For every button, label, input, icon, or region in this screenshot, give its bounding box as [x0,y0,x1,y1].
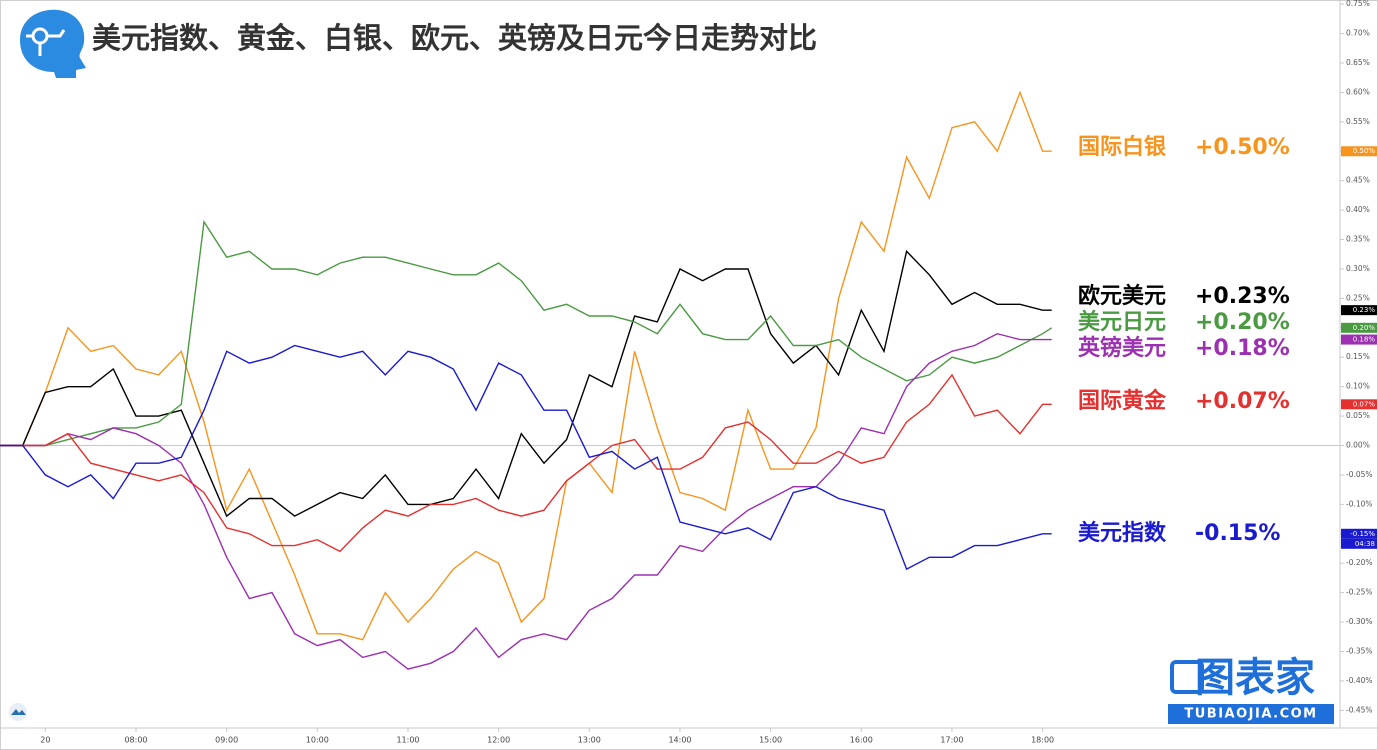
x-tick-label: 20 [40,736,50,745]
y-tick-label: -0.45% [1346,705,1373,714]
y-tick-label: 0.10% [1346,382,1370,391]
axis-badge: 0.23% [1353,306,1376,314]
end-label: -0.15% [1195,521,1280,546]
y-tick-label: 0.75% [1346,0,1370,8]
y-tick-label: 0.70% [1346,29,1370,38]
countdown: 04:38 [1355,540,1375,548]
axis-badge-bg [1341,322,1377,333]
y-tick-label: -0.10% [1346,499,1373,508]
axis-badge-bg [1341,305,1377,316]
watermark-bar [1168,704,1334,724]
axis-badge: -0.15% [1350,530,1375,538]
x-tick-label: 11:00 [396,736,419,745]
y-tick-label: 0.45% [1346,176,1370,185]
legend-name: 国际白银 [1078,134,1167,160]
legend-name: 国际黄金 [1078,388,1167,414]
logo-lines [26,29,66,56]
axis-badge-bg [1341,399,1377,410]
axis-badge-bg [1341,334,1377,345]
x-tick-label: 16:00 [850,736,873,745]
watermark-brand: 图表家 [1195,655,1315,701]
y-tick-label: 0.60% [1346,87,1370,96]
end-label: +0.07% [1195,389,1290,414]
y-tick-label: 0.00% [1346,441,1370,450]
lines-layer [0,90,1053,670]
x-tick-label: 12:00 [487,736,510,745]
y-tick-label: -0.40% [1346,676,1373,685]
logo-head [20,9,86,78]
x-tick-label: 18:00 [1031,736,1054,745]
end-label: +0.18% [1195,336,1290,361]
end-label: +0.23% [1195,284,1290,309]
axis-badge: 0.18% [1353,336,1376,344]
y-tick-label: -0.35% [1346,646,1373,655]
countdown-bg [1341,538,1377,549]
legend-name: 美元指数 [1078,520,1167,546]
y-tick-label: 0.40% [1346,205,1370,214]
y-tick-label: -0.25% [1346,588,1373,597]
axis-badge-bg [1341,528,1377,539]
tv-logo-mark [11,709,26,715]
axis-badge: 0.20% [1353,324,1376,332]
x-tick-label: 09:00 [215,736,238,745]
y-tick-label: 0.15% [1346,352,1370,361]
series-line [0,373,1052,553]
y-tick-label: -0.20% [1346,558,1373,567]
y-tick-label: 0.25% [1346,293,1370,302]
x-tick-label: 08:00 [124,736,147,745]
x-tick-label: 13:00 [578,736,601,745]
y-tick-label: -0.30% [1346,617,1373,626]
series-line [0,90,1052,641]
series-line [0,344,1052,571]
chart-title: 美元指数、黄金、白银、欧元、英镑及日元今日走势对比 [92,21,817,55]
x-tick-label: 14:00 [668,736,691,745]
legend-name: 英镑美元 [1078,335,1166,361]
x-tick-label: 10:00 [306,736,329,745]
legend-name: 美元日元 [1078,309,1166,335]
legend-name: 欧元美元 [1078,283,1166,309]
series-line [0,249,1052,518]
watermark: 图表家 TUBIAOJIA.COM [1168,655,1334,724]
x-tick-label: 15:00 [759,736,782,745]
logo [14,8,86,78]
y-tick-label: -0.05% [1346,470,1373,479]
axis-badge: 0.50% [1353,147,1376,155]
y-tick-label: 0.65% [1346,58,1370,67]
x-tick-label: 17:00 [940,736,963,745]
y-tick-label: 0.30% [1346,264,1370,273]
y-tick-label: 0.05% [1346,411,1370,420]
tv-logo [9,703,27,721]
series-line [0,219,1053,447]
watermark-url: TUBIAOJIA.COM [1184,707,1317,722]
labels-layer: 国际白银 +0.50% 0.50% 欧元美元 +0.23% 0.23% 美元日元 +0.20%… [1078,134,1377,549]
axis-badge-bg [1341,146,1377,157]
y-tick-label: 0.35% [1346,235,1370,244]
watermark-box [1170,660,1204,694]
series-line [0,332,1052,670]
end-label: +0.20% [1195,310,1290,335]
axis-badge: 0.07% [1353,400,1376,408]
end-label: +0.50% [1195,135,1290,160]
y-tick-label: 0.55% [1346,117,1370,126]
